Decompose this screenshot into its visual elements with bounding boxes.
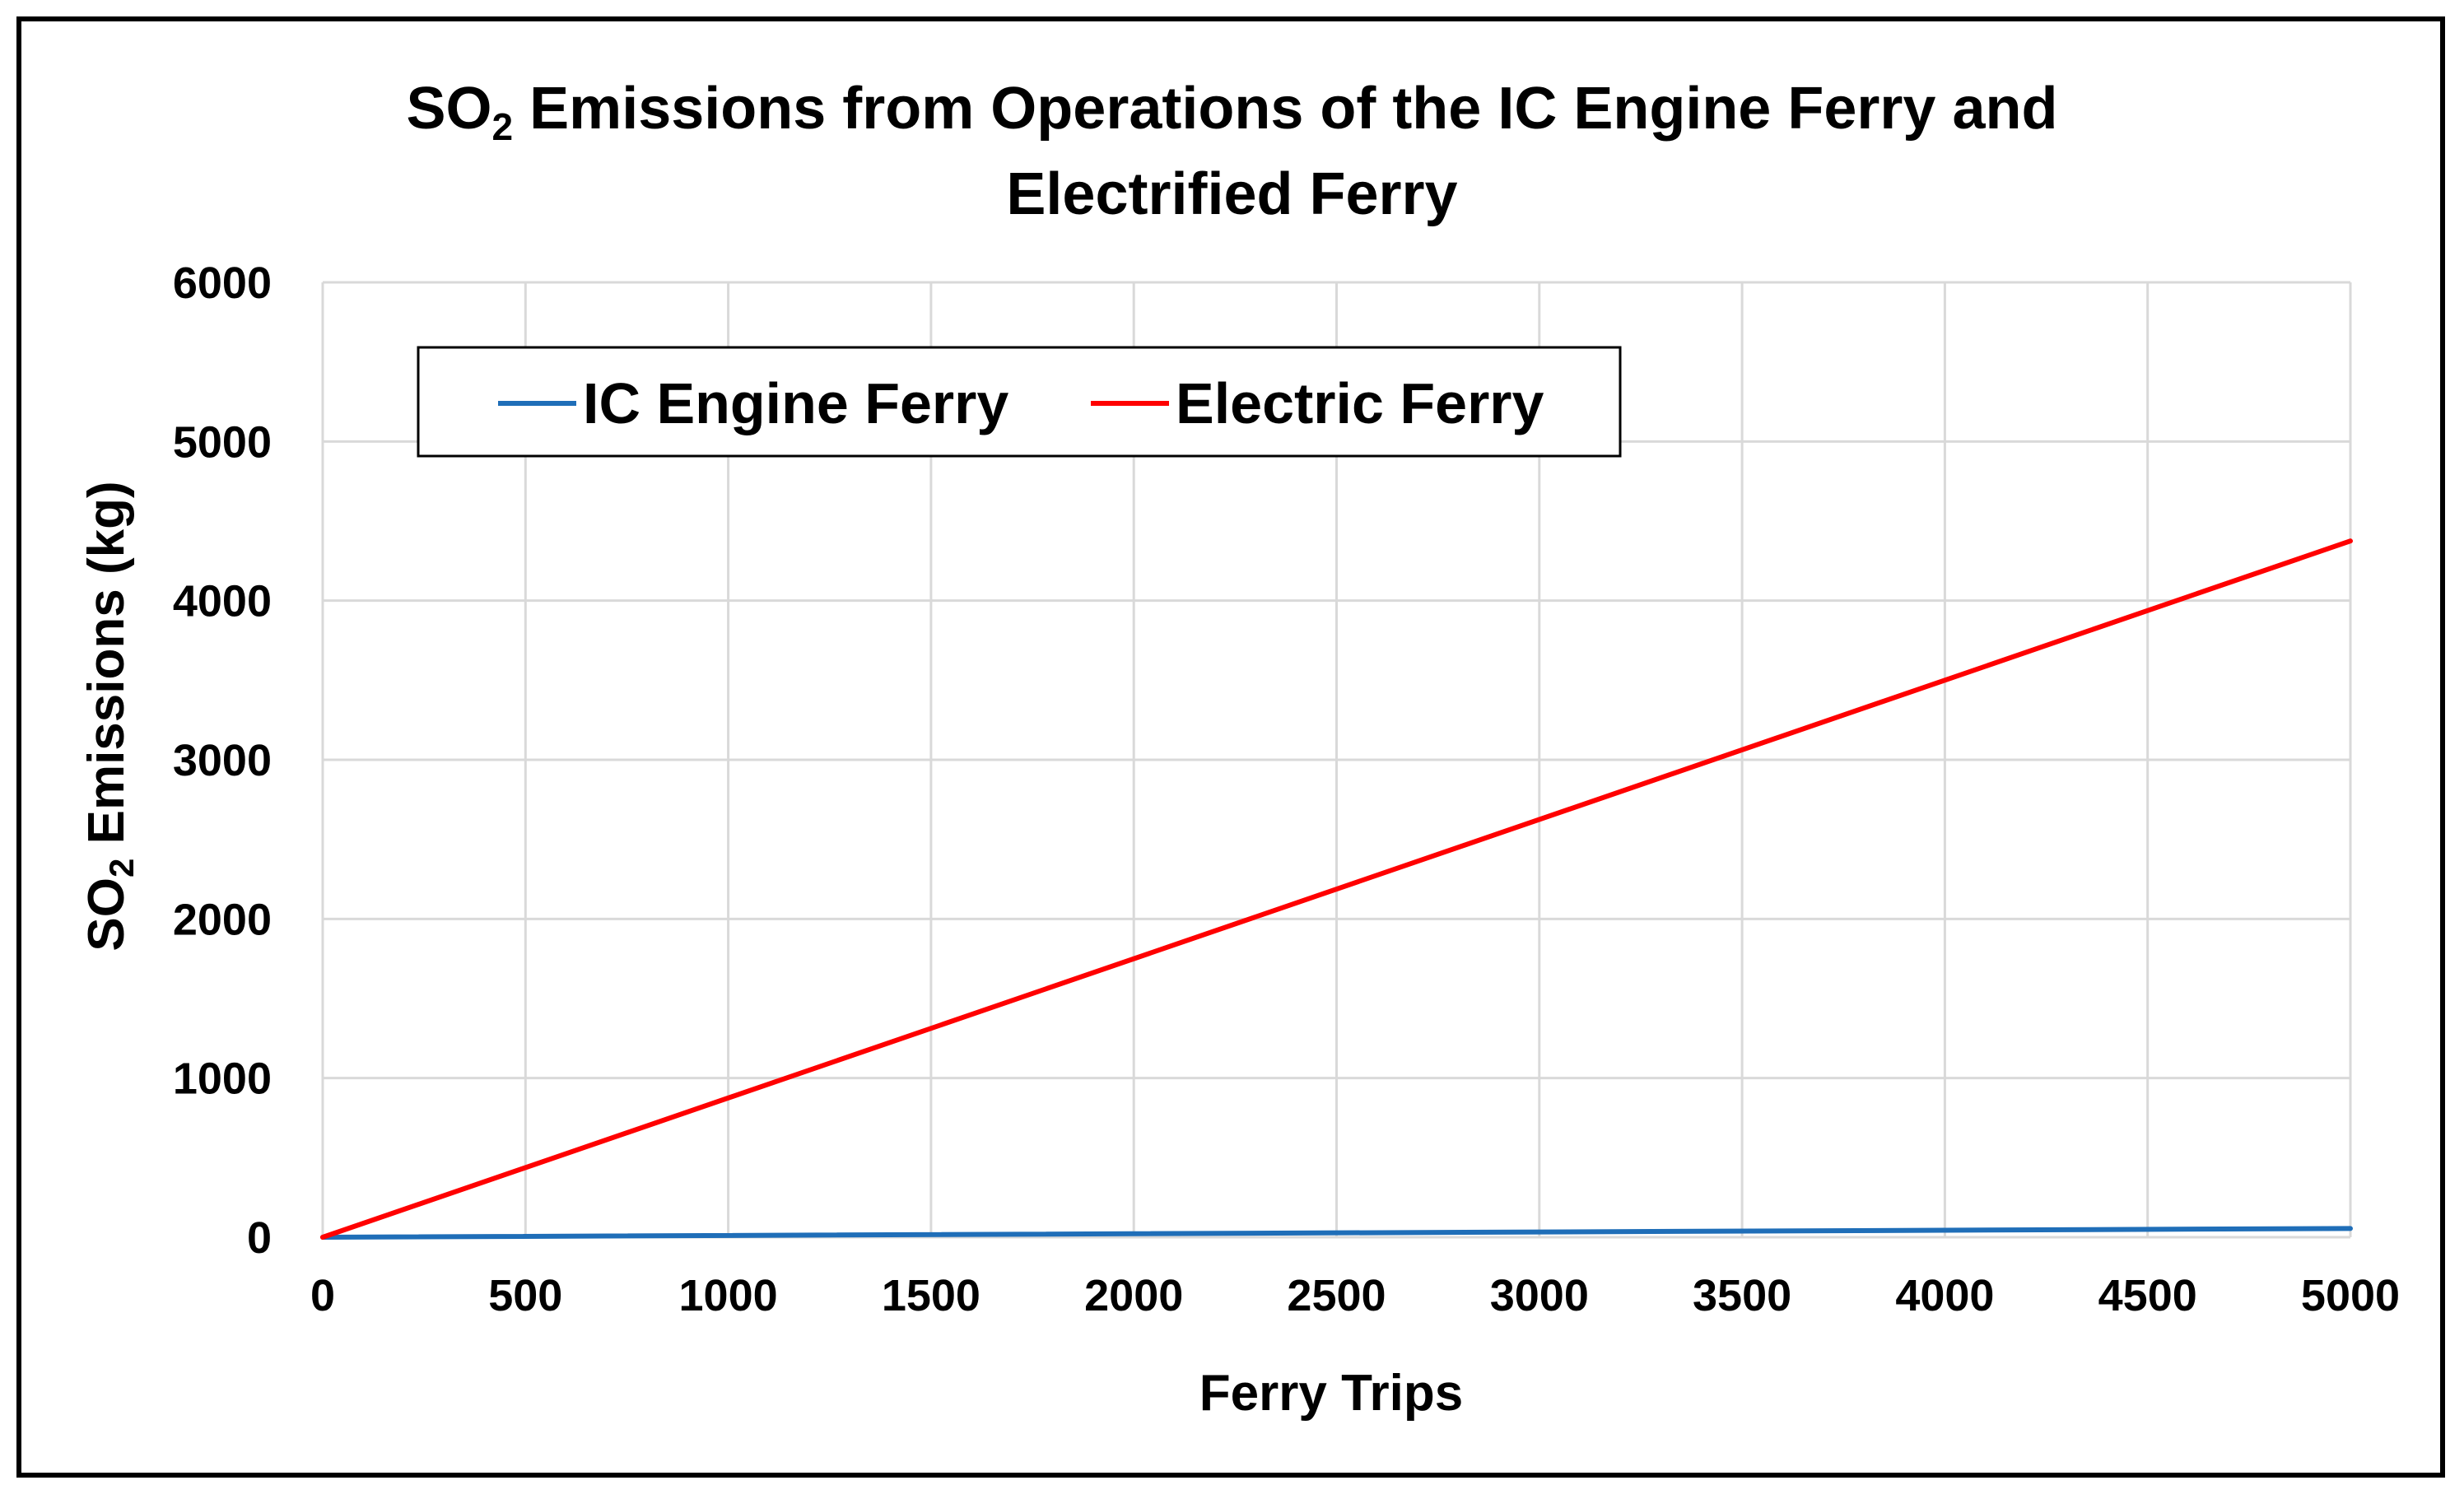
y-tick-label: 2000 — [173, 895, 272, 944]
y-axis-label-subscript: 2 — [102, 859, 141, 878]
x-tick-label: 500 — [488, 1271, 562, 1320]
x-tick-label: 0 — [310, 1271, 335, 1320]
series-line-ic-engine-ferry — [320, 1226, 2353, 1240]
x-axis-label: Ferry Trips — [1199, 1365, 1463, 1422]
y-axis-ticks: 0 1000 2000 3000 4000 5000 6000 — [173, 258, 272, 1263]
y-axis-label-so: SO — [78, 878, 135, 952]
legend-label-electric-ferry: Electric Ferry — [1176, 371, 1544, 435]
y-tick-label: 1000 — [173, 1054, 272, 1104]
title-rest: Emissions from Operations of the IC Engi… — [513, 76, 2058, 142]
x-tick-label: 5000 — [2301, 1271, 2400, 1320]
y-axis-label-rest: Emissions (kg) — [78, 481, 135, 858]
y-tick-label: 0 — [247, 1213, 272, 1263]
title-so: SO — [406, 76, 492, 142]
chart-title: SO2 Emissions from Operations of the IC … — [0, 66, 2464, 237]
x-tick-label: 3000 — [1490, 1271, 1589, 1320]
series-lines — [320, 538, 2353, 1240]
x-tick-label: 3500 — [1693, 1271, 1791, 1320]
y-tick-label: 3000 — [173, 736, 272, 785]
legend-label-ic-engine-ferry: IC Engine Ferry — [583, 371, 1008, 435]
chart-title-line1: SO2 Emissions from Operations of the IC … — [0, 66, 2464, 151]
y-tick-label: 5000 — [173, 417, 272, 467]
x-tick-label: 4500 — [2098, 1271, 2197, 1320]
x-tick-label: 1500 — [882, 1271, 980, 1320]
x-tick-label: 1000 — [679, 1271, 778, 1320]
chart-title-line2: Electrified Ferry — [1006, 161, 1458, 227]
legend: IC Engine Ferry Electric Ferry — [417, 346, 1622, 458]
y-tick-label: 4000 — [173, 577, 272, 626]
x-tick-label: 4000 — [1895, 1271, 1994, 1320]
x-tick-label: 2000 — [1084, 1271, 1183, 1320]
y-axis-label: SO2 Emissions (kg) — [78, 481, 141, 951]
legend-box — [417, 346, 1622, 458]
x-tick-label: 2500 — [1287, 1271, 1386, 1320]
title-subscript: 2 — [491, 105, 514, 148]
x-axis-ticks: 0 500 1000 1500 2000 2500 3000 3500 4000 4500 5000 — [310, 1271, 2400, 1320]
series-line-electric-ferry — [320, 538, 2353, 1240]
y-tick-label: 6000 — [173, 258, 272, 308]
